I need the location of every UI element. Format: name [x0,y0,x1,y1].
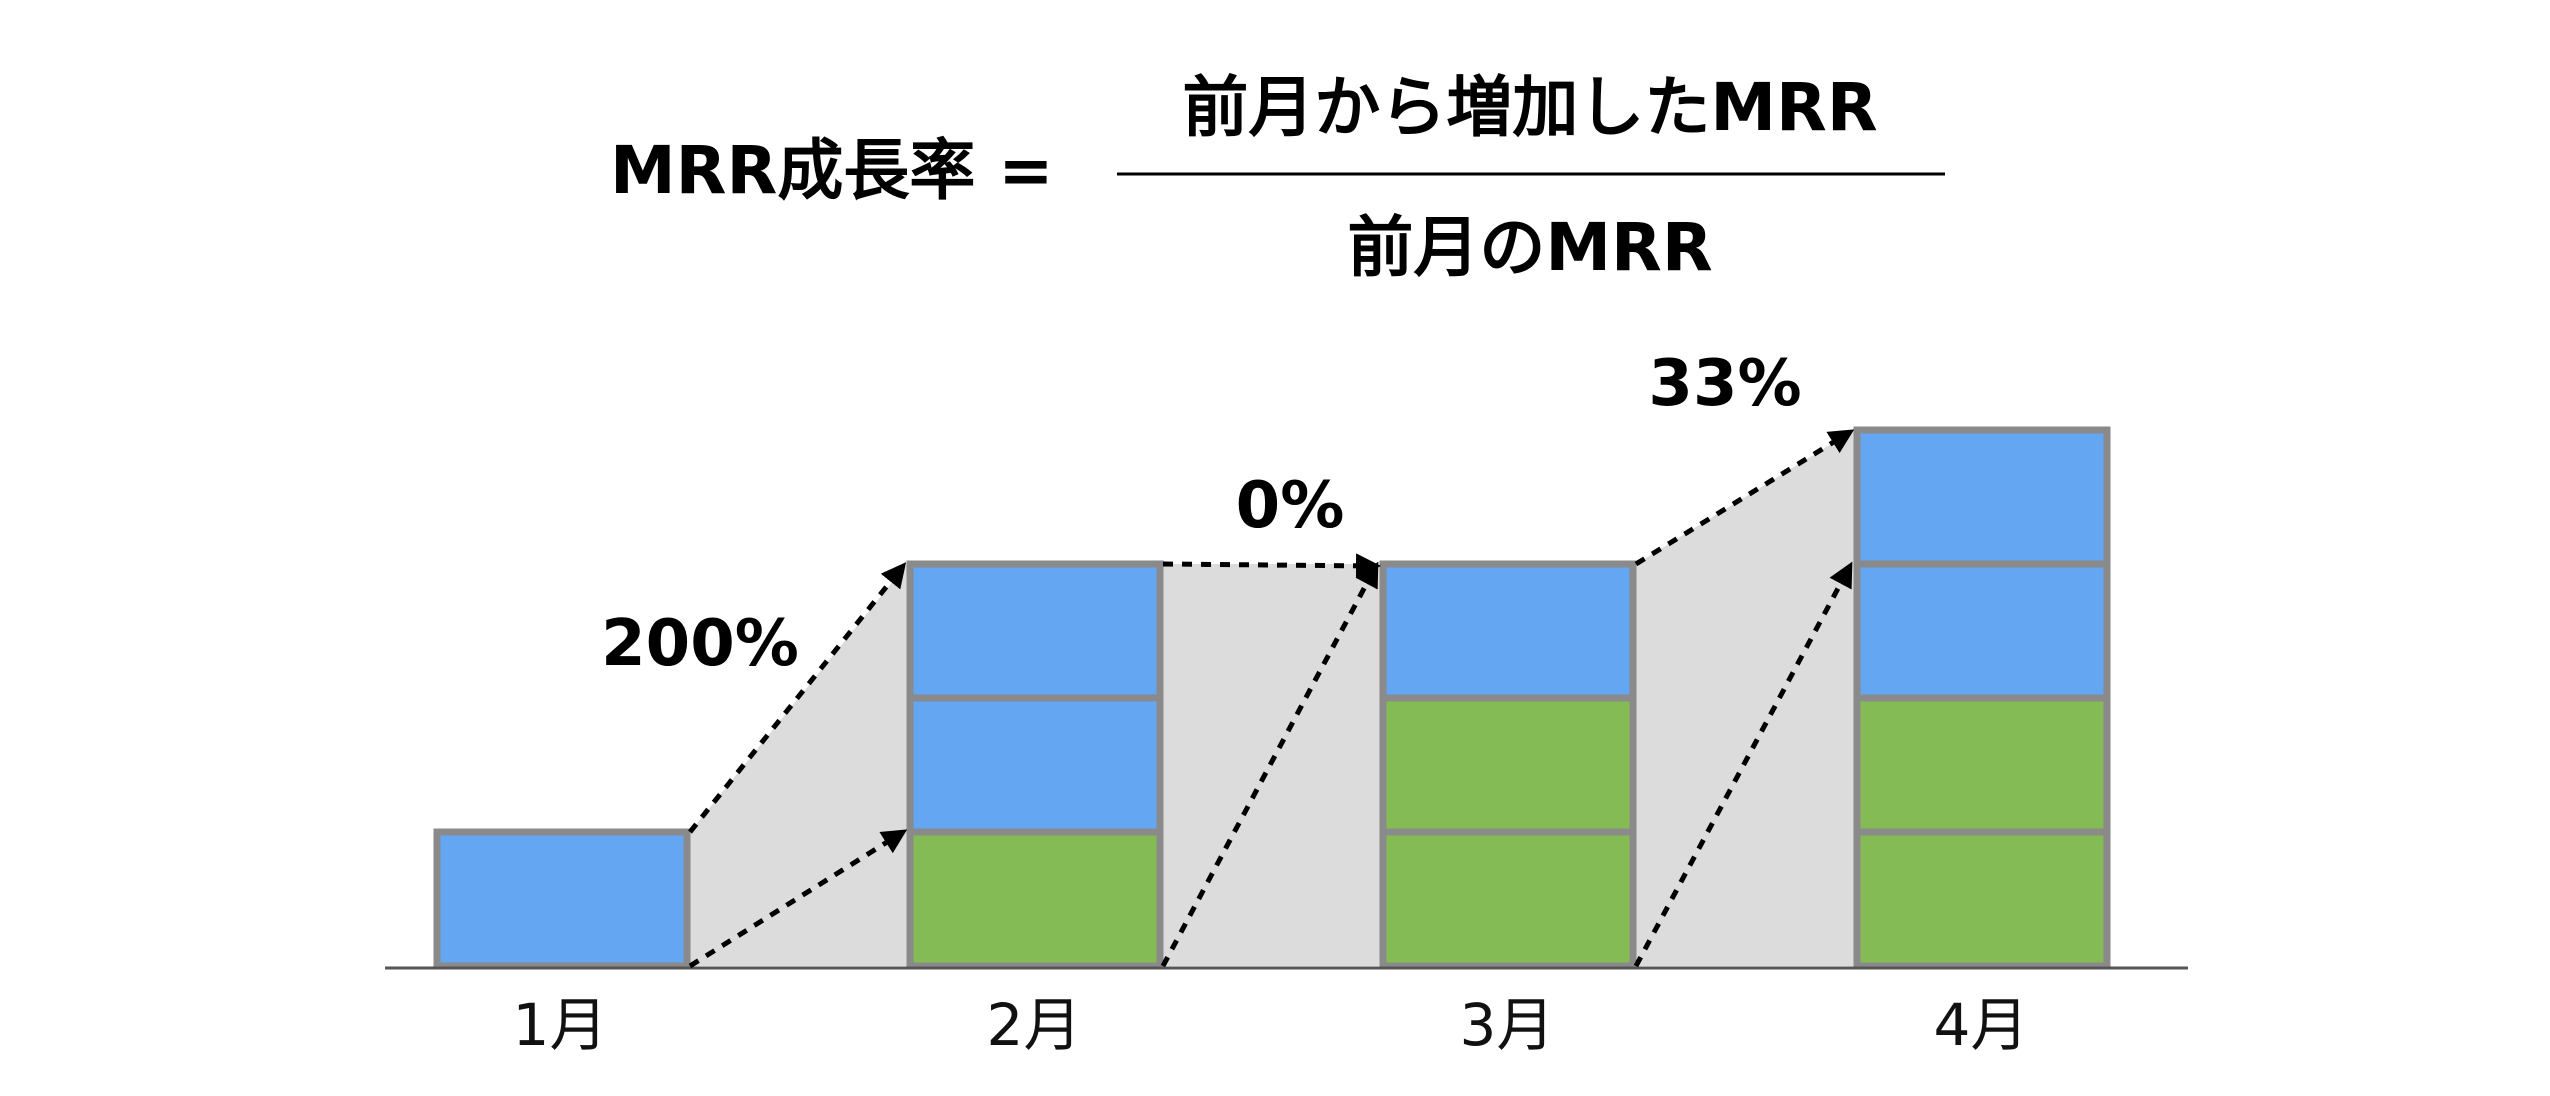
existing-mrr-block [1853,694,2111,836]
arrow-top-3 [1634,429,1855,567]
arrow-top-2 [1162,553,1381,579]
growth-label-feb-mar: 0% [1236,469,1345,543]
arrow-bottom-1 [688,829,908,969]
bar-stack-2 [906,560,1164,970]
bar-stack-3 [1379,560,1637,970]
month-label-4: 4月 [1934,991,2029,1059]
formula-denominator: 前月のMRR [1347,209,1712,286]
new-mrr-block [433,828,691,970]
formula-numerator: 前月から増加したMRR [1182,69,1877,146]
growth-label-jan-feb: 200% [601,607,799,681]
bar-stack-1 [433,828,691,970]
new-mrr-block [1853,426,2111,568]
growth-arrows [688,429,1855,969]
existing-mrr-block [1853,828,2111,970]
existing-mrr-block [1379,694,1637,836]
new-mrr-block [906,560,1164,702]
formula: MRR成長率 = 前月から増加したMRR 前月のMRR [610,69,1945,286]
existing-mrr-block [906,828,1164,970]
month-label-2: 2月 [987,991,1082,1059]
new-mrr-block [1379,560,1637,702]
existing-mrr-block [1379,828,1637,970]
transition-band-3 [1636,430,1854,966]
new-mrr-block [1853,560,2111,702]
month-label-3: 3月 [1460,991,1555,1059]
bar-stack-4 [1853,426,2111,970]
month-label-1: 1月 [513,991,608,1059]
bar-stacks [433,426,2111,970]
formula-lhs: MRR成長率 = [610,132,1054,209]
growth-label-mar-apr: 33% [1648,347,1801,421]
new-mrr-block [906,694,1164,836]
